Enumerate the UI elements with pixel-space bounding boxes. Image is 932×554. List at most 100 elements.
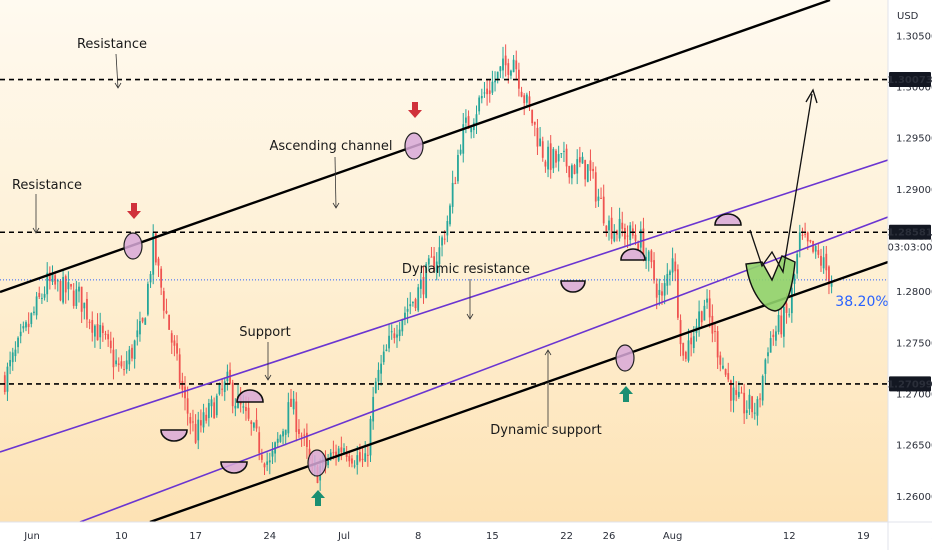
candle-body (743, 392, 746, 414)
candle-body (112, 349, 115, 368)
candle-body (173, 340, 176, 346)
candle-body (157, 258, 160, 266)
time-tick: 19 (857, 531, 870, 542)
candle-body (152, 232, 155, 275)
candle-body (438, 247, 441, 265)
arc-resist-2 (620, 248, 646, 261)
price-tick: 1.29000 (896, 185, 932, 196)
candle-body (181, 380, 184, 390)
candle-body (250, 421, 253, 425)
pointer-line-0 (115, 53, 119, 89)
candle-body (234, 405, 237, 409)
sell-arrow-1 (127, 203, 141, 219)
candle-body (393, 333, 396, 339)
buy-arrow-2 (619, 386, 633, 402)
candle-body (785, 303, 788, 313)
candle-body (531, 109, 534, 124)
candle-body (54, 275, 57, 285)
candle-body (215, 395, 218, 416)
price-tag-bg (889, 224, 931, 240)
label-dynamic-resistance: Dynamic resistance (402, 262, 530, 277)
candle-body (552, 148, 555, 169)
candle-body (610, 217, 613, 239)
candle-body (780, 315, 783, 335)
candle-body (735, 390, 738, 395)
candle-body (189, 417, 192, 424)
candle-body (655, 283, 658, 298)
candle-body (525, 94, 528, 103)
candle-body (35, 296, 38, 316)
candle-body (33, 311, 35, 314)
candle-body (430, 256, 433, 258)
candle-body (470, 127, 473, 133)
candle-body (502, 58, 504, 71)
candle-body (796, 254, 799, 274)
candle-body (345, 451, 348, 457)
candle-body (414, 299, 417, 309)
candle-body (133, 340, 136, 360)
price-axis[interactable]: USD 1.305001.300001.295001.290001.285001… (887, 0, 932, 550)
candle-body (684, 351, 687, 359)
candle-body (751, 396, 753, 413)
arc-support-1 (160, 429, 188, 442)
candle-body (801, 234, 804, 236)
candle-body (38, 292, 41, 297)
candle-body (374, 381, 377, 394)
candle-body (213, 402, 216, 419)
candle-body (99, 325, 102, 338)
candle-body (557, 154, 560, 162)
candle-body (406, 308, 409, 312)
candle-body (6, 366, 9, 392)
projection-path (749, 93, 813, 274)
candle-body (19, 331, 22, 337)
candle-body (732, 387, 735, 401)
candle-body (764, 359, 767, 374)
candle-body (825, 253, 828, 271)
candle-body (192, 421, 194, 423)
time-tick: 8 (415, 531, 421, 542)
candle-body (123, 369, 125, 371)
candle-body (507, 63, 510, 75)
candle-body (335, 451, 337, 458)
candle-body (298, 429, 300, 435)
candle-body (353, 465, 356, 467)
candle-body (109, 340, 112, 349)
candle-body (401, 319, 404, 332)
candle-body (653, 260, 655, 281)
candle-body (88, 321, 91, 323)
pointer-head-1 (32, 227, 40, 234)
candle-body (48, 272, 51, 282)
candle-body (756, 399, 759, 416)
candle-body (59, 280, 62, 301)
candle-body (687, 340, 690, 361)
candle-body (398, 329, 401, 337)
time-tick: 24 (263, 531, 276, 542)
candle-body (86, 298, 88, 320)
candle-body (783, 307, 785, 337)
candle-body (488, 90, 491, 94)
candle-body (642, 228, 645, 260)
candle-body (475, 114, 478, 125)
candle-body (364, 453, 367, 462)
candle-body (544, 161, 547, 167)
candle-body (139, 321, 141, 335)
candle-body (125, 360, 128, 370)
candle-body (478, 97, 481, 112)
candle-body (30, 313, 33, 324)
price-tick: 1.27500 (896, 338, 932, 349)
plot-background (0, 0, 888, 522)
candle-body (67, 282, 70, 290)
candle-body (176, 343, 178, 354)
candle-body (830, 282, 833, 287)
price-tag-bg (889, 72, 931, 88)
annotation-labels: Resistance Resistance Ascending channel … (12, 37, 889, 438)
candle-body (446, 221, 449, 236)
candle-body (11, 352, 14, 363)
candle-body (626, 235, 629, 237)
candle-body (443, 238, 446, 240)
candle-body (382, 351, 385, 363)
candle-body (769, 338, 772, 353)
candle-body (268, 460, 271, 463)
